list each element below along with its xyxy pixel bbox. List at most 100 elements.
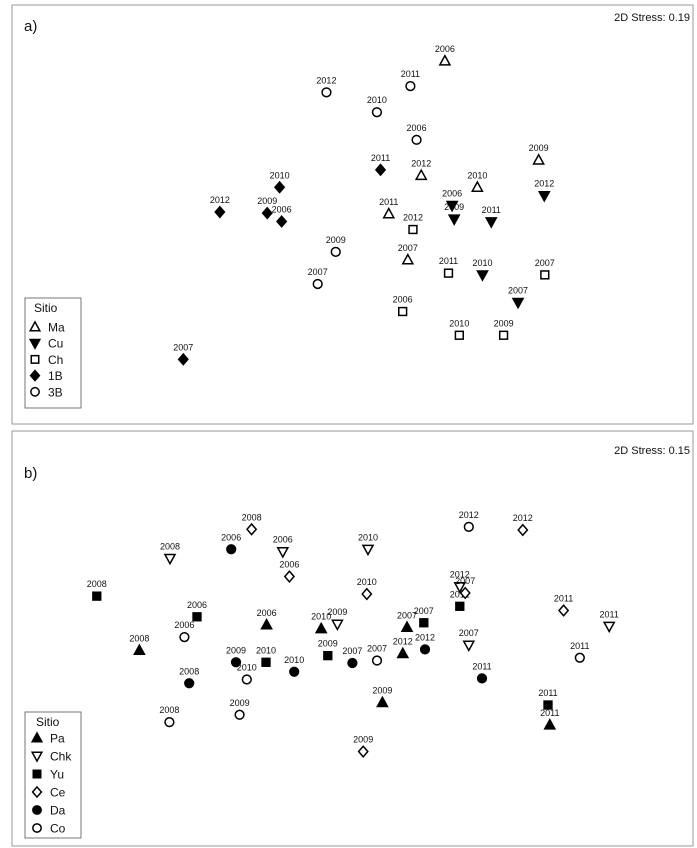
point-3b-0 <box>321 87 332 98</box>
point-label-co-0: 2006 <box>174 620 194 630</box>
legend-label-ch: Ch <box>48 353 63 367</box>
point-label-chk-6: 2011 <box>600 609 619 619</box>
legend-marker-ma <box>28 320 42 332</box>
point-label-ce-5: 2011 <box>554 594 573 604</box>
point-3b-3 <box>411 134 422 145</box>
point-label-1b-0: 2011 <box>371 153 390 163</box>
point-label-1b-4: 2006 <box>272 204 292 214</box>
legend-label-chk: Chk <box>50 750 72 764</box>
point-yu-1 <box>192 612 202 622</box>
point-label-chk-2: 2010 <box>358 532 378 542</box>
point-1b-5 <box>177 352 189 366</box>
panel-a-stress: 2D Stress: 0.19 <box>614 12 690 24</box>
point-da-2 <box>184 678 195 689</box>
point-label-ma-2: 2010 <box>467 170 487 180</box>
point-label-1b-2: 2012 <box>210 195 230 205</box>
point-label-ma-4: 2011 <box>379 197 398 207</box>
point-label-1b-5: 2007 <box>173 342 193 352</box>
point-cu-1 <box>447 214 461 226</box>
legend-marker-yu <box>32 769 42 779</box>
point-3b-1 <box>405 80 416 92</box>
legend-marker-co <box>32 823 42 833</box>
point-3b-2 <box>371 107 383 118</box>
point-label-da-6: 2011 <box>472 661 491 671</box>
point-label-da-0: 2006 <box>221 532 241 542</box>
point-label-cu-4: 2010 <box>472 258 492 268</box>
point-yu-5 <box>455 601 465 611</box>
point-label-pa-6: 2011 <box>540 708 559 718</box>
point-pa-1 <box>260 618 273 630</box>
point-label-yu-3: 2009 <box>318 639 338 649</box>
point-label-3b-1: 2011 <box>401 69 420 79</box>
point-label-ch-4: 2010 <box>449 318 469 328</box>
point-label-pa-5: 2009 <box>372 686 392 696</box>
point-label-1b-3: 2009 <box>257 196 277 206</box>
point-label-3b-2: 2010 <box>367 95 387 105</box>
panel-b-frame <box>11 430 694 847</box>
point-ce-0 <box>246 522 258 536</box>
point-da-1 <box>230 657 242 668</box>
panel-a-frame <box>11 4 694 425</box>
panel-a-legend-title: Sitio <box>34 301 58 315</box>
point-label-ce-4: 2012 <box>513 513 533 523</box>
point-ch-0 <box>408 224 418 235</box>
point-co-3 <box>164 717 175 728</box>
point-label-ma-5: 2007 <box>398 243 418 253</box>
point-ma-0 <box>438 54 452 66</box>
point-1b-0 <box>374 163 387 177</box>
legend-label-ce: Ce <box>50 786 66 800</box>
point-label-yu-2: 2010 <box>256 645 276 655</box>
point-label-co-2: 2009 <box>230 698 250 708</box>
point-da-3 <box>289 666 300 677</box>
point-label-chk-3: 2009 <box>327 607 347 617</box>
point-co-6 <box>574 652 585 663</box>
legend-marker-chk <box>30 751 44 763</box>
point-label-da-4: 2007 <box>342 646 362 656</box>
legend-label-3b: 3B <box>48 385 63 399</box>
legend-marker-ce <box>31 785 43 799</box>
point-label-ce-0: 2008 <box>242 512 262 522</box>
point-label-pa-2: 2010 <box>311 612 331 622</box>
legend-marker-pa <box>30 731 44 743</box>
point-yu-6 <box>543 700 553 710</box>
point-label-da-3: 2010 <box>284 655 304 665</box>
point-label-1b-1: 2010 <box>270 170 290 180</box>
point-label-da-5: 2012 <box>415 632 435 642</box>
point-ma-4 <box>382 206 396 219</box>
point-label-ma-1: 2012 <box>411 158 431 168</box>
point-ce-3 <box>459 586 471 600</box>
point-label-da-1: 2009 <box>226 645 246 655</box>
point-label-yu-5: 2012 <box>450 589 470 599</box>
point-label-chk-5: 2007 <box>459 628 479 638</box>
point-label-ce-1: 2006 <box>279 560 299 570</box>
point-chk-0 <box>163 553 177 566</box>
point-pa-3 <box>400 620 414 632</box>
legend-marker-cu <box>28 338 42 350</box>
point-co-5 <box>463 521 474 532</box>
point-ch-4 <box>454 330 464 340</box>
point-pa-6 <box>543 718 557 730</box>
panel-b-label: b) <box>24 465 37 482</box>
point-ma-1 <box>414 168 428 181</box>
point-1b-4 <box>276 215 288 228</box>
point-1b-2 <box>214 205 226 219</box>
point-ma-3 <box>532 153 545 165</box>
legend-label-co: Co <box>50 822 66 836</box>
point-label-chk-4: 2012 <box>450 570 470 580</box>
point-label-3b-5: 2007 <box>308 267 328 277</box>
point-ce-4 <box>517 523 529 537</box>
point-ce-5 <box>558 604 570 617</box>
point-label-co-6: 2011 <box>570 641 589 651</box>
point-pa-4 <box>396 646 410 659</box>
point-label-chk-0: 2008 <box>160 541 180 551</box>
point-label-da-2: 2008 <box>179 666 199 676</box>
point-chk-1 <box>276 547 290 559</box>
point-label-cu-3: 2012 <box>534 179 554 189</box>
point-label-co-4: 2007 <box>367 644 387 654</box>
point-cu-0 <box>445 200 459 213</box>
point-ce-1 <box>283 570 295 583</box>
point-ch-1 <box>443 268 454 278</box>
legend-marker-ch <box>30 354 40 364</box>
point-ma-2 <box>471 180 484 192</box>
